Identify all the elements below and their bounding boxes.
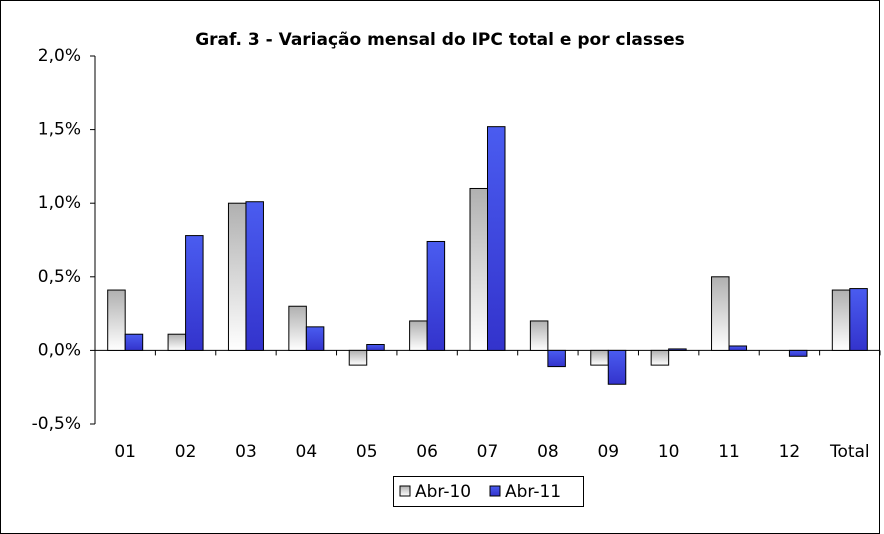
bar (426, 240, 446, 351)
bar (185, 235, 204, 351)
x-tick-label: 12 (779, 442, 801, 462)
bar (305, 326, 325, 351)
x-tick-label: 09 (597, 442, 619, 462)
y-tick-label: 1,0% (38, 193, 81, 213)
x-tick-label: 08 (537, 442, 559, 462)
x-tick-label: 05 (356, 442, 378, 462)
y-tick-label: 0,5% (38, 267, 81, 287)
chart-title: Graf. 3 - Variação mensal do IPC total e… (195, 30, 685, 50)
legend-box (393, 476, 584, 507)
x-tick-label: Total (829, 442, 870, 462)
bar (288, 305, 307, 351)
bar (590, 349, 609, 366)
bar (650, 349, 670, 366)
x-tick-label: 04 (296, 442, 318, 462)
bar (366, 344, 385, 351)
bar (607, 349, 627, 385)
bar (788, 349, 808, 357)
bar (849, 288, 868, 351)
legend-label: Abr-11 (505, 482, 561, 502)
x-tick-label: 03 (235, 442, 257, 462)
bar (668, 348, 687, 351)
y-tick-label: 1,5% (38, 120, 81, 140)
bar (348, 349, 368, 366)
bar (409, 320, 428, 351)
y-tick-label: -0,5% (32, 414, 81, 434)
x-tick-label: 07 (477, 442, 499, 462)
bar (728, 345, 748, 351)
bar (124, 333, 144, 351)
legend-label: Abr-10 (415, 482, 471, 502)
legend: Abr-10 Abr-11 (393, 476, 584, 507)
bar (487, 126, 506, 351)
x-tick-label: 01 (114, 442, 136, 462)
bar (245, 201, 264, 351)
bar (831, 289, 851, 351)
bar (227, 202, 247, 351)
bar (167, 333, 187, 351)
legend-swatch (399, 485, 411, 497)
x-tick-label: 02 (175, 442, 197, 462)
bar (469, 187, 488, 351)
bar (529, 320, 549, 351)
bar (547, 349, 566, 368)
x-tick-label: 06 (416, 442, 438, 462)
x-tick-label: 10 (658, 442, 680, 462)
x-tick-label: 11 (718, 442, 740, 462)
legend-swatch (489, 485, 501, 497)
bar (711, 276, 730, 351)
y-tick-label: 0,0% (38, 340, 81, 360)
bar (107, 289, 126, 351)
y-tick-label: 2,0% (38, 46, 81, 66)
